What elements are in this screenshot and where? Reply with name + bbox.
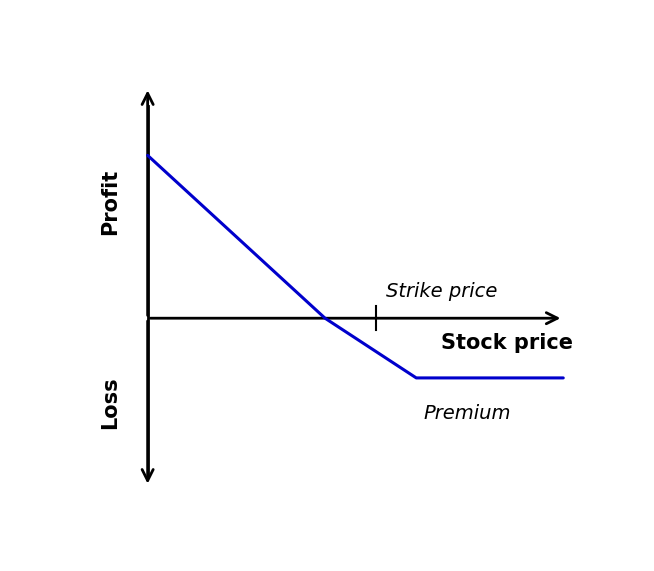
Text: Premium: Premium bbox=[423, 404, 511, 423]
Text: Profit: Profit bbox=[99, 168, 120, 235]
Text: Loss: Loss bbox=[99, 376, 120, 429]
Text: Strike price: Strike price bbox=[386, 282, 497, 300]
Text: Stock price: Stock price bbox=[441, 333, 574, 353]
